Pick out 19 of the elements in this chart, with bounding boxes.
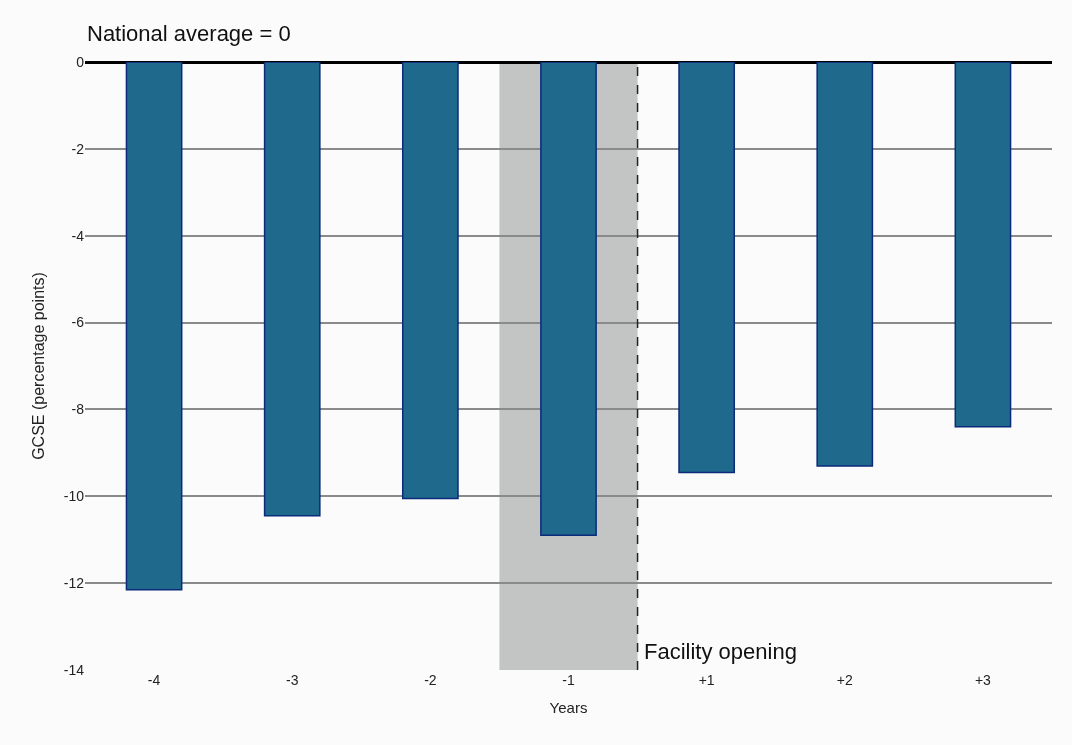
y-tick-label: -12	[63, 575, 85, 592]
x-tick-label: +3	[974, 672, 992, 688]
y-tick-label: 0	[76, 53, 85, 70]
y-tick-label: -4	[71, 227, 85, 244]
y-axis-title: GCSE (percentage points)	[29, 272, 47, 460]
y-tick-label: -10	[63, 488, 85, 505]
y-tick-label: -2	[71, 140, 85, 157]
ref-line-label: Facility opening	[644, 639, 797, 664]
x-tick-label: +2	[836, 672, 853, 688]
y-tick-label: -6	[71, 314, 85, 331]
x-tick-label: -4	[147, 672, 161, 688]
x-axis-title: Years	[549, 699, 588, 716]
x-tick-label: -1	[562, 672, 575, 688]
text: National average = 0	[87, 21, 291, 46]
x-tick-label: -2	[424, 672, 437, 688]
y-tick-label: -14	[63, 661, 85, 678]
x-tick-label: -3	[285, 672, 299, 688]
y-tick-label: -8	[71, 401, 85, 418]
x-tick-label: +1	[698, 672, 715, 688]
